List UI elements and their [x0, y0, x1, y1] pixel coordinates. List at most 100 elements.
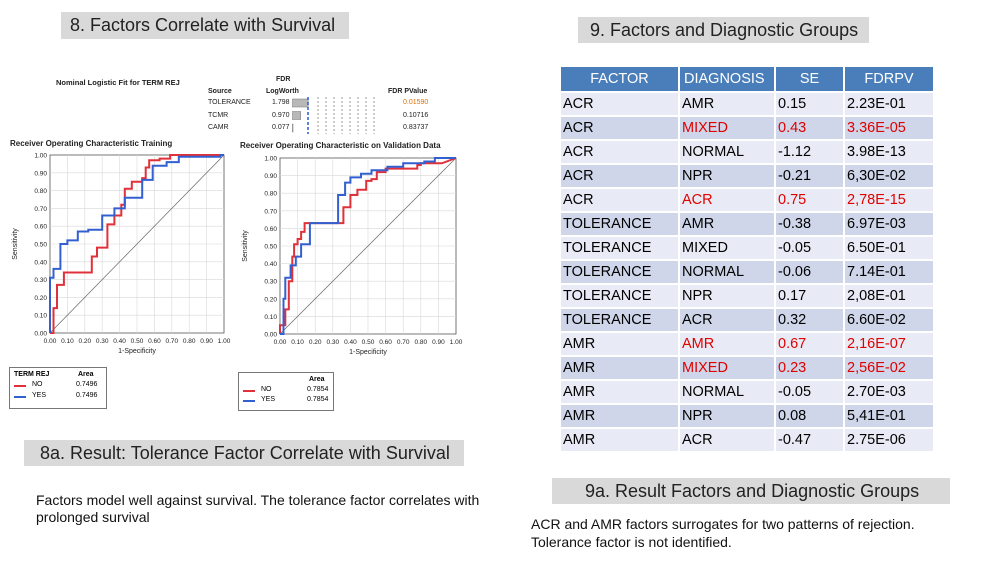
- reference-diagonal: [279, 157, 457, 335]
- table-row: ACR ACR 0.75 2,78E-15: [561, 188, 935, 213]
- cell-se: -0.21: [775, 164, 845, 189]
- section-8-title: 8. Factors Correlate with Survival: [61, 12, 349, 39]
- cell-diagnosis: MIXED: [679, 236, 776, 261]
- cell-diagnosis: ACR: [679, 188, 776, 213]
- cell-se: 0.15: [775, 92, 845, 117]
- y-tick-label: 0.40: [264, 261, 277, 268]
- y-tick-label: 0.10: [264, 314, 277, 321]
- cell-fdrpv: 7.14E-01: [844, 260, 935, 285]
- x-tick-label: 0.20: [78, 338, 91, 345]
- x-tick-label: 0.80: [183, 338, 196, 345]
- factors-table: FACTOR DIAGNOSIS SE FDRPV ACR AMR 0.15 2.23…: [561, 67, 935, 453]
- pvalue-tcmr: 0.10716: [403, 112, 429, 119]
- y-tick-label: 0.70: [264, 208, 277, 215]
- x-tick-label: 0.40: [113, 338, 126, 345]
- cell-fdrpv: 2,56E-02: [844, 356, 935, 381]
- y-tick-label: 0.80: [34, 188, 47, 195]
- x-tick-label: 0.00: [44, 338, 57, 345]
- y-tick-label: 0.30: [264, 279, 277, 286]
- y-tick-label: 0.90: [34, 170, 47, 177]
- x-tick-label: 0.90: [432, 339, 445, 346]
- y-axis-label: Sensitivity: [12, 228, 19, 260]
- cell-diagnosis: ACR: [679, 428, 776, 453]
- logworth-bar: [292, 98, 309, 108]
- roc-series-no: [279, 157, 457, 334]
- legend-no-area: 0.7496: [76, 381, 98, 388]
- pvalue-camr: 0.83737: [403, 124, 429, 131]
- y-tick-label: 0.10: [34, 313, 47, 320]
- cell-fdrpv: 3.36E-05: [844, 116, 935, 141]
- table-row: AMR AMR 0.67 2,16E-07: [561, 332, 935, 357]
- cell-fdrpv: 2.70E-03: [844, 380, 935, 405]
- cell-factor: AMR: [561, 380, 680, 405]
- x-tick-label: 0.80: [414, 339, 427, 346]
- y-tick-label: 0.70: [34, 206, 47, 213]
- cell-factor: ACR: [561, 188, 680, 213]
- cell-se: 0.67: [775, 332, 845, 357]
- source-tcmr: TCMR: [208, 112, 229, 119]
- x-tick-label: 0.70: [397, 339, 410, 346]
- result-9a-line2: Tolerance factor is not identified.: [531, 534, 732, 550]
- cell-se: -0.05: [775, 236, 845, 261]
- y-tick-label: 0.30: [34, 277, 47, 284]
- cell-se: 0.75: [775, 188, 845, 213]
- result-9a-text: ACR and AMR factors surrogates for two p…: [531, 515, 971, 551]
- logistic-fit-title: Nominal Logistic Fit for TERM REJ: [56, 78, 180, 87]
- logworth-header: LogWorth: [266, 88, 299, 95]
- legend-area-header: Area: [309, 376, 325, 383]
- cell-factor: TOLERANCE: [561, 260, 680, 285]
- cell-fdrpv: 3.98E-13: [844, 140, 935, 165]
- legend-no-swatch: [243, 390, 255, 392]
- source-header: Source: [208, 88, 232, 95]
- result-8a-title: 8a. Result: Tolerance Factor Correlate w…: [24, 440, 464, 466]
- cell-diagnosis: AMR: [679, 212, 776, 237]
- cell-fdrpv: 2,08E-01: [844, 284, 935, 309]
- x-tick-label: 0.30: [96, 338, 109, 345]
- cell-se: 0.08: [775, 404, 845, 429]
- cell-se: 0.32: [775, 308, 845, 333]
- x-tick-label: 0.50: [131, 338, 144, 345]
- logworth-bar: [292, 123, 294, 133]
- result-8a-text: Factors model well against survival. The…: [36, 492, 480, 525]
- table-row: AMR MIXED 0.23 2,56E-02: [561, 356, 935, 381]
- table-header-row: FACTOR DIAGNOSIS SE FDRPV: [561, 67, 935, 93]
- cell-diagnosis: AMR: [679, 332, 776, 357]
- legend-yes-swatch: [243, 400, 255, 402]
- x-tick-label: 0.00: [274, 339, 287, 346]
- cell-fdrpv: 6.97E-03: [844, 212, 935, 237]
- logworth-tolerance: 1.798: [272, 99, 290, 106]
- legend-no-label: NO: [261, 386, 272, 393]
- y-tick-label: 0.50: [264, 244, 277, 251]
- legend-yes-label: YES: [32, 392, 47, 399]
- roc-training-chart: Receiver Operating Characteristic Traini…: [10, 139, 231, 355]
- logworth-camr: 0.077: [272, 124, 290, 131]
- x-tick-label: 0.60: [379, 339, 392, 346]
- legend-yes-area: 0.7854: [307, 396, 329, 403]
- y-tick-label: 0.90: [264, 173, 277, 180]
- source-tolerance: TOLERANCE: [208, 99, 251, 106]
- cell-factor: TOLERANCE: [561, 284, 680, 309]
- legend-yes-area: 0.7496: [76, 392, 98, 399]
- header-diagnosis: DIAGNOSIS: [679, 67, 776, 93]
- cell-factor: ACR: [561, 140, 680, 165]
- table-row: TOLERANCE AMR -0.38 6.97E-03: [561, 212, 935, 237]
- table-row: ACR NORMAL -1.12 3.98E-13: [561, 140, 935, 165]
- table-row: AMR NPR 0.08 5,41E-01: [561, 404, 935, 429]
- table-row: AMR ACR -0.47 2.75E-06: [561, 428, 935, 453]
- cell-se: -1.12: [775, 140, 845, 165]
- y-tick-label: 0.60: [34, 224, 47, 231]
- fdr-header: FDR: [276, 76, 291, 83]
- x-tick-label: 0.40: [344, 339, 357, 346]
- legend-no-label: NO: [32, 381, 43, 388]
- x-tick-label: 0.20: [309, 339, 322, 346]
- cell-factor: ACR: [561, 164, 680, 189]
- roc-validation-chart: Receiver Operating Characteristic on Val…: [240, 141, 463, 356]
- cell-diagnosis: NPR: [679, 284, 776, 309]
- x-tick-label: 0.60: [148, 338, 161, 345]
- legend-no-swatch: [14, 385, 26, 387]
- y-tick-label: 0.60: [264, 226, 277, 233]
- section-9-title: 9. Factors and Diagnostic Groups: [578, 17, 869, 43]
- cell-factor: AMR: [561, 404, 680, 429]
- x-tick-label: 0.50: [362, 339, 375, 346]
- reference-diagonal: [49, 154, 225, 334]
